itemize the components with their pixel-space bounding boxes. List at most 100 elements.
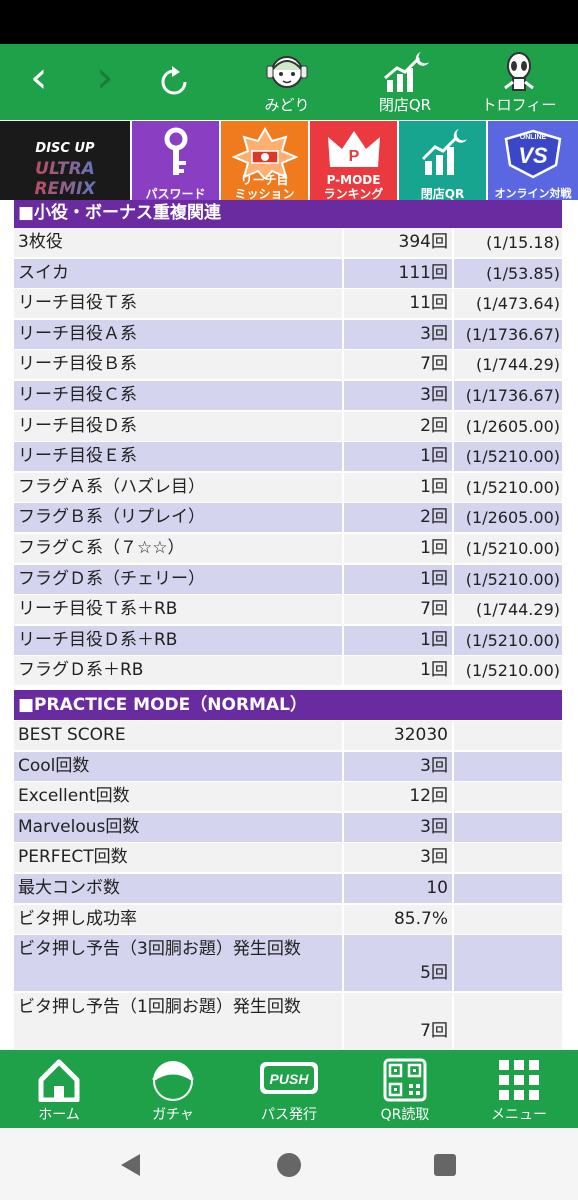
vs-shield-icon: VS ONLINE <box>504 129 562 179</box>
practice-value: 10 <box>344 874 452 903</box>
system-back-icon[interactable] <box>118 1152 144 1178</box>
practice-value: 7回 <box>344 993 452 1050</box>
stat-name: フラグＡ系（ハズレ目） <box>14 472 342 502</box>
practice-empty-cell <box>454 721 562 750</box>
reach-mission-tile[interactable]: リーチ目 ミッション <box>221 121 308 207</box>
chart-moon-icon <box>421 129 467 175</box>
top-toolbar: ‹ › みどり 閉店QR トロフィー <box>0 44 578 120</box>
practice-name: Excellent回数 <box>14 782 342 812</box>
midori-character-icon <box>266 56 308 88</box>
midori-label: みどり <box>264 96 310 114</box>
practice-name: Marvelous回数 <box>14 812 342 842</box>
disc-up-logo: DISC UP ULTRA REMIX <box>0 121 130 207</box>
stat-name: フラグＣ系（７☆☆） <box>14 534 342 563</box>
stat-row: リーチ目役Ａ系 3回 (1/1736.67) <box>14 319 562 349</box>
stat-rate: (1/2605.00) <box>454 503 562 533</box>
practice-row: Cool回数 3回 <box>14 751 562 781</box>
stat-name: リーチ目役Ｄ系 <box>14 411 342 441</box>
practice-row: PERFECT回数 3回 <box>14 843 562 873</box>
push-button-icon: PUSH <box>260 1062 318 1094</box>
stat-name: リーチ目役Ｔ系＋RB <box>14 595 342 625</box>
stat-name: リーチ目役Ａ系 <box>14 319 342 349</box>
menu-button[interactable]: メニュー <box>464 1050 574 1128</box>
grid-menu-icon <box>499 1060 539 1100</box>
stat-name: リーチ目役Ｃ系 <box>14 381 342 410</box>
practice-row: Marvelous回数 3回 <box>14 812 562 842</box>
closing-qr-tile[interactable]: 閉店QR <box>399 121 486 207</box>
pass-issue-button[interactable]: PUSH パス発行 <box>234 1050 344 1128</box>
svg-text:VS: VS <box>518 143 548 168</box>
system-recents-icon[interactable] <box>433 1153 457 1177</box>
stat-row: フラグＤ系（チェリー） 1回 (1/5210.00) <box>14 564 562 594</box>
stat-count: 7回 <box>344 595 452 625</box>
practice-value: 32030 <box>344 721 452 750</box>
system-home-icon[interactable] <box>276 1152 302 1178</box>
stat-row: フラグＡ系（ハズレ目） 1回 (1/5210.00) <box>14 472 562 502</box>
stat-count: 2回 <box>344 503 452 533</box>
practice-empty-cell <box>454 812 562 842</box>
pmode-ranking-tile[interactable]: P P-MODE ランキング <box>310 121 397 207</box>
practice-value: 12回 <box>344 782 452 812</box>
trophy-label: トロフィー <box>481 96 557 114</box>
stat-row: 3枚役 394回 (1/15.18) <box>14 228 562 257</box>
svg-text:ONLINE: ONLINE <box>520 134 547 141</box>
stat-rate: (1/5210.00) <box>454 656 562 686</box>
back-arrow-icon[interactable]: ‹ <box>30 52 48 103</box>
password-label: パスワード <box>145 187 206 201</box>
stat-count: 1回 <box>344 625 452 655</box>
practice-value: 3回 <box>344 843 452 873</box>
alien-icon <box>504 52 534 91</box>
gacha-button[interactable]: ガチャ <box>118 1050 228 1128</box>
practice-empty-cell <box>454 904 562 934</box>
stat-rate: (1/5210.00) <box>454 472 562 502</box>
stat-rate: (1/473.64) <box>454 289 562 319</box>
stat-count: 7回 <box>344 350 452 380</box>
online-battle-tile[interactable]: VS ONLINE オンライン対戦 <box>488 121 578 207</box>
stat-count: 3回 <box>344 319 452 349</box>
menu-label: メニュー <box>491 1107 547 1123</box>
section-header-practice-mode: ■PRACTICE MODE（NORMAL） <box>14 690 562 720</box>
stats-content[interactable]: ■小役・ボーナス重複関連 3枚役 394回 (1/15.18) スイカ 111回 (1/5… <box>0 200 578 1050</box>
practice-name: ビタ押し予告（1回胴お題）発生回数 <box>14 993 342 1050</box>
stat-rate: (1/1736.67) <box>454 319 562 349</box>
practice-name: ビタ押し予告（3回胴お題）発生回数 <box>14 935 342 992</box>
gacha-capsule-icon <box>152 1061 194 1101</box>
stat-row: フラグＢ系（リプレイ） 2回 (1/2605.00) <box>14 503 562 533</box>
stat-rate: (1/1736.67) <box>454 381 562 410</box>
stat-count: 2回 <box>344 411 452 441</box>
stat-rate: (1/15.18) <box>454 228 562 257</box>
stat-name: リーチ目役Ｄ系＋RB <box>14 625 342 655</box>
mission-badge-icon <box>230 127 299 179</box>
practice-empty-cell <box>454 751 562 781</box>
practice-row: BEST SCORE 32030 <box>14 721 562 750</box>
bottom-navigation: ホーム ガチャ PUSH パス発行 QR読取 <box>0 1050 578 1128</box>
logo-line2: ULTRA REMIX <box>4 159 126 199</box>
practice-row: 最大コンボ数 10 <box>14 874 562 903</box>
reload-icon[interactable] <box>158 66 190 102</box>
closing-qr-label: 閉店QR <box>378 96 432 114</box>
stat-count: 1回 <box>344 472 452 502</box>
password-tile[interactable]: パスワード <box>132 121 219 207</box>
home-button[interactable]: ホーム <box>4 1050 114 1128</box>
stat-row: リーチ目役Ｃ系 3回 (1/1736.67) <box>14 381 562 410</box>
forward-arrow-icon[interactable]: › <box>96 52 114 103</box>
stat-rate: (1/5210.00) <box>454 442 562 472</box>
stat-count: 1回 <box>344 656 452 686</box>
stat-name: フラグＤ系（チェリー） <box>14 564 342 594</box>
stat-name: 3枚役 <box>14 228 342 257</box>
practice-empty-cell <box>454 993 562 1050</box>
stat-count: 1回 <box>344 564 452 594</box>
qr-scan-button[interactable]: QR読取 <box>350 1050 460 1128</box>
crown-icon: P <box>327 131 380 167</box>
reach-mission-label: リーチ目 ミッション <box>234 173 295 201</box>
stat-count: 1回 <box>344 534 452 563</box>
practice-name: 最大コンボ数 <box>14 874 342 903</box>
stat-row: リーチ目役Ｅ系 1回 (1/5210.00) <box>14 442 562 472</box>
android-navigation-bar <box>0 1128 578 1200</box>
stat-row: フラグＣ系（７☆☆） 1回 (1/5210.00) <box>14 534 562 563</box>
practice-value: 3回 <box>344 751 452 781</box>
practice-row: ビタ押し予告（3回胴お題）発生回数 5回 <box>14 935 562 992</box>
stat-name: フラグＤ系＋RB <box>14 656 342 686</box>
stat-count: 3回 <box>344 381 452 410</box>
stat-row: リーチ目役Ｂ系 7回 (1/744.29) <box>14 350 562 380</box>
